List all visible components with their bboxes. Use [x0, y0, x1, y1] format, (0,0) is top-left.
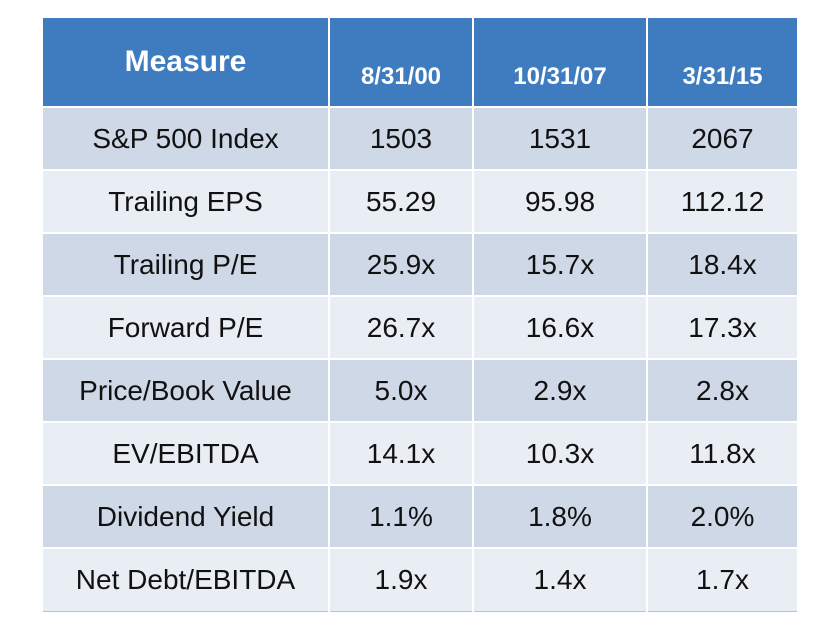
measure-label-cell: EV/EBITDA: [43, 421, 330, 485]
value-cell: 11.8x: [647, 421, 797, 485]
value-cell: 25.9x: [329, 232, 474, 296]
value-cell: 1.9x: [329, 547, 474, 612]
measure-label-cell: Trailing P/E: [43, 232, 330, 296]
value-cell: 1503: [329, 106, 474, 170]
value-cell: 15.7x: [473, 232, 648, 296]
value-cell: 95.98: [473, 169, 648, 233]
measure-label-cell: Price/Book Value: [43, 358, 330, 422]
measure-label-cell: Net Debt/EBITDA: [43, 547, 330, 612]
header-date-1: 8/31/00: [329, 18, 474, 107]
measure-label-cell: Trailing EPS: [43, 169, 330, 233]
value-cell: 2067: [647, 106, 797, 170]
value-cell: 26.7x: [329, 295, 474, 359]
measure-label-cell: S&P 500 Index: [43, 106, 330, 170]
valuation-table-container: Measure 8/31/00 10/31/07 3/31/15 S&P 500…: [43, 18, 797, 612]
table-row: Trailing EPS 55.29 95.98 112.12: [43, 169, 797, 233]
measure-label-cell: Forward P/E: [43, 295, 330, 359]
table-row: Price/Book Value 5.0x 2.9x 2.8x: [43, 358, 797, 422]
value-cell: 55.29: [329, 169, 474, 233]
header-date-2: 10/31/07: [473, 18, 648, 107]
value-cell: 1.4x: [473, 547, 648, 612]
value-cell: 1.1%: [329, 484, 474, 548]
value-cell: 1.7x: [647, 547, 797, 612]
header-measure: Measure: [43, 18, 330, 107]
value-cell: 16.6x: [473, 295, 648, 359]
value-cell: 2.0%: [647, 484, 797, 548]
table-row: S&P 500 Index 1503 1531 2067: [43, 106, 797, 170]
table-row: Dividend Yield 1.1% 1.8% 2.0%: [43, 484, 797, 548]
value-cell: 14.1x: [329, 421, 474, 485]
table-row: EV/EBITDA 14.1x 10.3x 11.8x: [43, 421, 797, 485]
table-row: Forward P/E 26.7x 16.6x 17.3x: [43, 295, 797, 359]
value-cell: 17.3x: [647, 295, 797, 359]
value-cell: 2.9x: [473, 358, 648, 422]
value-cell: 1.8%: [473, 484, 648, 548]
value-cell: 112.12: [647, 169, 797, 233]
table-body: S&P 500 Index 1503 1531 2067 Trailing EPS 55.…: [43, 106, 797, 612]
valuation-table: Measure 8/31/00 10/31/07 3/31/15 S&P 500…: [43, 18, 797, 612]
value-cell: 2.8x: [647, 358, 797, 422]
measure-label-cell: Dividend Yield: [43, 484, 330, 548]
header-row: Measure 8/31/00 10/31/07 3/31/15: [43, 18, 797, 107]
table-row: Trailing P/E 25.9x 15.7x 18.4x: [43, 232, 797, 296]
header-date-3: 3/31/15: [647, 18, 797, 107]
table-row: Net Debt/EBITDA 1.9x 1.4x 1.7x: [43, 547, 797, 612]
value-cell: 1531: [473, 106, 648, 170]
value-cell: 18.4x: [647, 232, 797, 296]
value-cell: 10.3x: [473, 421, 648, 485]
value-cell: 5.0x: [329, 358, 474, 422]
